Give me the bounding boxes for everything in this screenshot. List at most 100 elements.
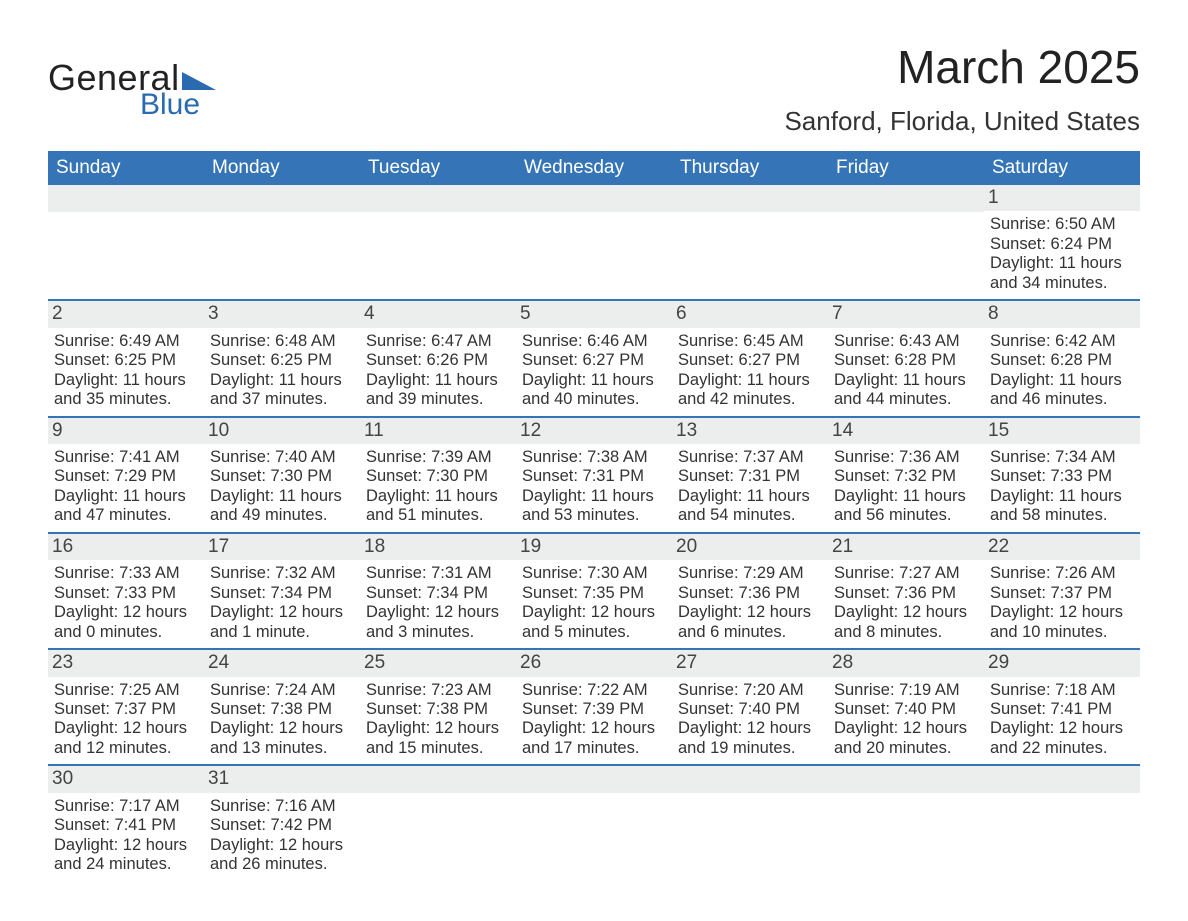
sunset-text: Sunset: 6:28 PM [990,351,1134,370]
weekday-header: Saturday [984,151,1140,185]
sunrise-text: Sunrise: 7:31 AM [366,564,510,583]
day-cell: 24Sunrise: 7:24 AMSunset: 7:38 PMDayligh… [204,650,360,764]
date-number: 11 [360,418,516,444]
date-number: 27 [672,650,828,676]
weekday-header: Thursday [672,151,828,185]
day-cell: 7Sunrise: 6:43 AMSunset: 6:28 PMDaylight… [828,301,984,415]
day-cell [672,185,828,299]
sunset-text: Sunset: 7:40 PM [834,700,978,719]
date-number: 28 [828,650,984,676]
daylight2-text: and 40 minutes. [522,390,666,409]
date-number: 17 [204,534,360,560]
date-number: 8 [984,301,1140,327]
daylight2-text: and 37 minutes. [210,390,354,409]
sunset-text: Sunset: 6:26 PM [366,351,510,370]
daylight2-text: and 35 minutes. [54,390,198,409]
daylight1-text: Daylight: 11 hours [834,371,978,390]
date-number [204,185,360,212]
sunrise-text: Sunrise: 7:27 AM [834,564,978,583]
sunset-text: Sunset: 7:36 PM [834,584,978,603]
daylight1-text: Daylight: 12 hours [522,603,666,622]
sunset-text: Sunset: 7:41 PM [54,816,198,835]
daylight1-text: Daylight: 12 hours [834,603,978,622]
date-number: 31 [204,766,360,792]
sunset-text: Sunset: 7:37 PM [54,700,198,719]
day-cell: 23Sunrise: 7:25 AMSunset: 7:37 PMDayligh… [48,650,204,764]
daylight1-text: Daylight: 12 hours [210,719,354,738]
date-number: 25 [360,650,516,676]
sunset-text: Sunset: 7:41 PM [990,700,1134,719]
header: General Blue March 2025 Sanford, Florida… [48,40,1140,151]
daylight1-text: Daylight: 11 hours [366,371,510,390]
daylight2-text: and 56 minutes. [834,506,978,525]
week-row: 30Sunrise: 7:17 AMSunset: 7:41 PMDayligh… [48,764,1140,880]
sunset-text: Sunset: 7:42 PM [210,816,354,835]
date-number [828,766,984,793]
daylight2-text: and 58 minutes. [990,506,1134,525]
sunset-text: Sunset: 7:34 PM [366,584,510,603]
sunrise-text: Sunrise: 7:40 AM [210,448,354,467]
sunrise-text: Sunrise: 6:50 AM [990,215,1134,234]
sunset-text: Sunset: 7:38 PM [210,700,354,719]
date-number [516,185,672,212]
day-cell: 9Sunrise: 7:41 AMSunset: 7:29 PMDaylight… [48,418,204,532]
day-cell: 19Sunrise: 7:30 AMSunset: 7:35 PMDayligh… [516,534,672,648]
daylight2-text: and 0 minutes. [54,623,198,642]
day-cell: 26Sunrise: 7:22 AMSunset: 7:39 PMDayligh… [516,650,672,764]
daylight2-text: and 26 minutes. [210,855,354,874]
logo: General Blue [48,60,216,120]
daylight2-text: and 54 minutes. [678,506,822,525]
weekday-header: Sunday [48,151,204,185]
sunrise-text: Sunrise: 7:25 AM [54,681,198,700]
daylight1-text: Daylight: 11 hours [210,371,354,390]
day-cell [360,185,516,299]
daylight2-text: and 22 minutes. [990,739,1134,758]
day-cell: 10Sunrise: 7:40 AMSunset: 7:30 PMDayligh… [204,418,360,532]
day-cell: 2Sunrise: 6:49 AMSunset: 6:25 PMDaylight… [48,301,204,415]
sunset-text: Sunset: 7:31 PM [678,467,822,486]
day-cell: 28Sunrise: 7:19 AMSunset: 7:40 PMDayligh… [828,650,984,764]
sunset-text: Sunset: 7:29 PM [54,467,198,486]
sunrise-text: Sunrise: 6:48 AM [210,332,354,351]
date-number: 30 [48,766,204,792]
daylight2-text: and 5 minutes. [522,623,666,642]
day-cell [360,766,516,880]
day-cell: 3Sunrise: 6:48 AMSunset: 6:25 PMDaylight… [204,301,360,415]
date-number: 13 [672,418,828,444]
logo-word-2: Blue [140,90,216,120]
daylight2-text: and 6 minutes. [678,623,822,642]
location-subtitle: Sanford, Florida, United States [784,106,1140,137]
day-cell: 11Sunrise: 7:39 AMSunset: 7:30 PMDayligh… [360,418,516,532]
calendar: Sunday Monday Tuesday Wednesday Thursday… [48,151,1140,881]
sunrise-text: Sunrise: 6:49 AM [54,332,198,351]
daylight1-text: Daylight: 12 hours [210,603,354,622]
daylight2-text: and 39 minutes. [366,390,510,409]
daylight1-text: Daylight: 11 hours [522,371,666,390]
sunrise-text: Sunrise: 7:26 AM [990,564,1134,583]
date-number: 1 [984,185,1140,211]
sunrise-text: Sunrise: 7:33 AM [54,564,198,583]
date-number: 21 [828,534,984,560]
day-cell: 8Sunrise: 6:42 AMSunset: 6:28 PMDaylight… [984,301,1140,415]
sunset-text: Sunset: 7:32 PM [834,467,978,486]
sunrise-text: Sunrise: 7:16 AM [210,797,354,816]
daylight2-text: and 34 minutes. [990,274,1134,293]
daylight2-text: and 51 minutes. [366,506,510,525]
daylight2-text: and 53 minutes. [522,506,666,525]
daylight2-text: and 47 minutes. [54,506,198,525]
date-number: 24 [204,650,360,676]
daylight1-text: Daylight: 12 hours [210,836,354,855]
day-cell: 17Sunrise: 7:32 AMSunset: 7:34 PMDayligh… [204,534,360,648]
weekday-header-row: Sunday Monday Tuesday Wednesday Thursday… [48,151,1140,185]
day-cell: 12Sunrise: 7:38 AMSunset: 7:31 PMDayligh… [516,418,672,532]
sunrise-text: Sunrise: 6:45 AM [678,332,822,351]
daylight2-text: and 10 minutes. [990,623,1134,642]
daylight1-text: Daylight: 11 hours [522,487,666,506]
day-cell [828,766,984,880]
sunset-text: Sunset: 7:30 PM [366,467,510,486]
sunset-text: Sunset: 7:34 PM [210,584,354,603]
date-number: 12 [516,418,672,444]
sunset-text: Sunset: 6:27 PM [522,351,666,370]
day-cell: 5Sunrise: 6:46 AMSunset: 6:27 PMDaylight… [516,301,672,415]
date-number: 26 [516,650,672,676]
